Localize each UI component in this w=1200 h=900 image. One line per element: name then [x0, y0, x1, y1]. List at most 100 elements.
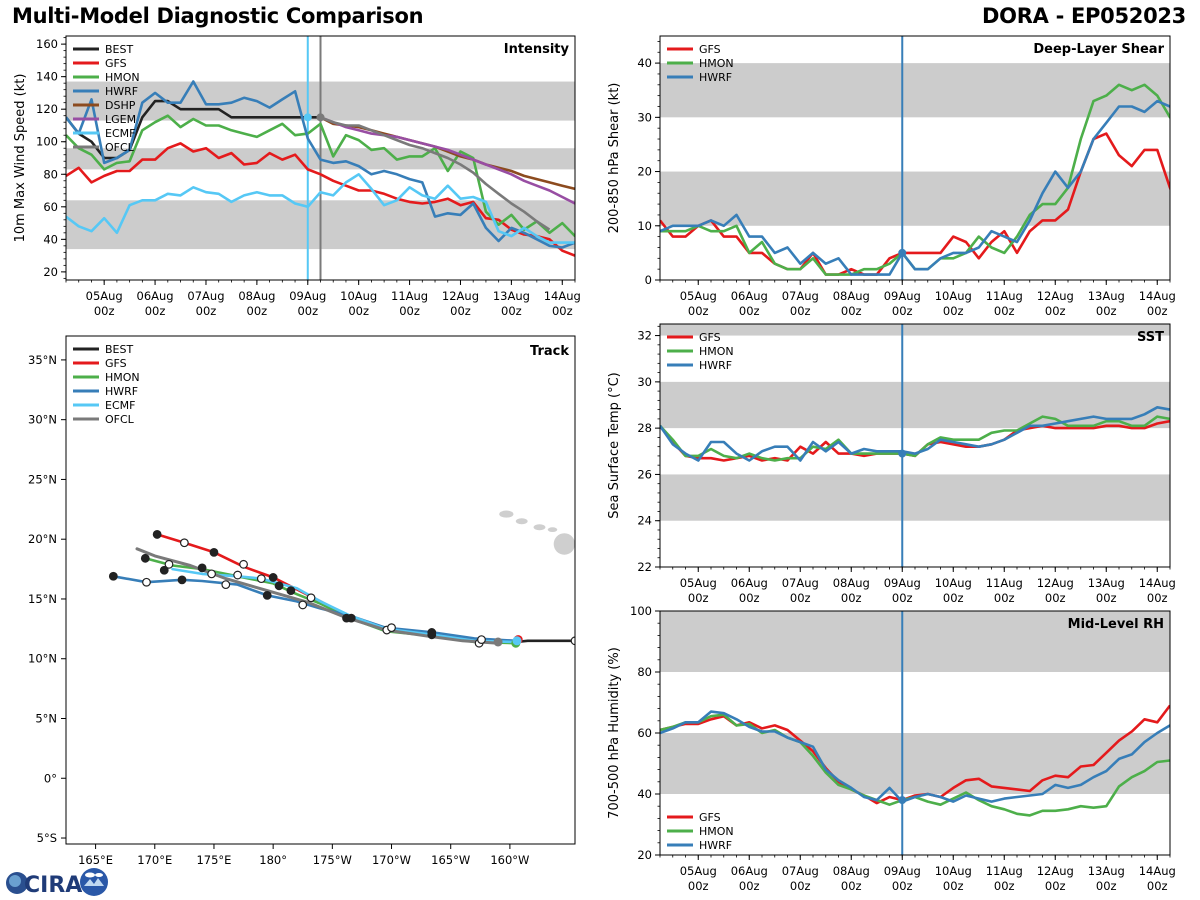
x-tick-label-hour: 00z: [688, 591, 709, 605]
current-position-marker: [493, 637, 503, 647]
legend-label-gfs: GFS: [105, 357, 127, 370]
x-tick-label-date: 10Aug: [935, 864, 972, 878]
x-tick-label-date: 14Aug: [1139, 864, 1176, 878]
track-marker-00z: [197, 563, 207, 573]
lat-tick-label: 10°N: [28, 652, 57, 666]
track-marker-00z: [152, 530, 162, 539]
x-tick-label-hour: 00z: [892, 591, 913, 605]
track-marker-12z: [233, 570, 243, 580]
legend-label-hwrf: HWRF: [699, 839, 732, 852]
x-tick-label-date: 13Aug: [1088, 576, 1125, 590]
lat-tick-label: 20°N: [28, 532, 57, 546]
land-hawaii: [533, 524, 546, 531]
legend-label-gfs: GFS: [699, 43, 721, 56]
x-tick-label-date: 08Aug: [833, 576, 870, 590]
legend-label-best: BEST: [105, 43, 133, 56]
x-tick-label-date: 14Aug: [544, 289, 581, 303]
lat-tick-label: 25°N: [28, 472, 57, 486]
track-marker-12z: [256, 574, 266, 584]
x-tick-label-hour: 00z: [1045, 879, 1066, 893]
y-tick-label: 22: [637, 560, 652, 574]
x-tick-label-hour: 00z: [1147, 591, 1168, 605]
x-tick-label-hour: 00z: [1045, 304, 1066, 318]
plot-area: [66, 36, 575, 280]
x-tick-label-date: 12Aug: [442, 289, 479, 303]
y-tick-label: 100: [630, 604, 652, 618]
track-marker-00z: [346, 613, 356, 623]
x-tick-label-hour: 00z: [688, 304, 709, 318]
x-tick-label-hour: 00z: [790, 879, 811, 893]
land-hawaii: [515, 518, 528, 525]
x-tick-label-date: 14Aug: [1139, 576, 1176, 590]
x-tick-label-hour: 00z: [994, 879, 1015, 893]
x-tick-label-date: 06Aug: [731, 864, 768, 878]
track-marker-12z: [477, 635, 486, 645]
init-marker: [898, 449, 907, 458]
x-tick-label-date: 08Aug: [833, 864, 870, 878]
track-marker-12z: [298, 600, 308, 610]
track-marker-12z: [164, 559, 174, 569]
legend-label-ecmf: ECMF: [105, 399, 135, 412]
track-line-ofcl: [135, 547, 500, 645]
y-tick-label: 24: [637, 514, 652, 528]
track-line-ecmf: [171, 567, 518, 644]
y-tick-label: 20: [637, 848, 652, 862]
map-area: [108, 510, 575, 648]
panel-title: SST: [1137, 330, 1164, 345]
x-tick-label-hour: 00z: [943, 879, 964, 893]
series-line-hwrf: [660, 99, 1170, 276]
track-marker-00z: [427, 628, 437, 637]
cloud-badge-icon: [80, 868, 108, 896]
series-line-hmon: [660, 415, 1170, 462]
series-line-hwrf: [660, 405, 1170, 462]
panel-sst: 22242628303205Aug00z06Aug00z07Aug00z08Au…: [607, 323, 1176, 605]
plot-area: [660, 324, 1170, 567]
threshold-band: [660, 63, 1170, 118]
lat-tick-label: 5°S: [37, 831, 57, 845]
init-marker: [303, 113, 312, 122]
track-marker-00z: [108, 571, 118, 581]
x-tick-label-hour: 00z: [552, 304, 573, 318]
lon-tick-label: 170°E: [137, 853, 172, 867]
panel-title: Mid-Level RH: [1068, 617, 1164, 632]
x-tick-label-hour: 00z: [994, 591, 1015, 605]
panel-shear: 01020304005Aug00z06Aug00z07Aug00z08Aug00…: [607, 35, 1176, 318]
x-tick-label-date: 12Aug: [1037, 864, 1074, 878]
x-tick-label-date: 11Aug: [986, 289, 1023, 303]
x-tick-label-hour: 00z: [247, 304, 268, 318]
x-tick-label-date: 07Aug: [782, 864, 819, 878]
x-tick-label-hour: 00z: [1096, 591, 1117, 605]
track-marker-00z: [140, 553, 150, 563]
land-hawaii: [553, 533, 575, 555]
y-tick-label: 32: [637, 329, 652, 343]
y-tick-label: 20: [637, 165, 652, 179]
x-tick-label-date: 07Aug: [187, 289, 224, 303]
track-marker-00z: [209, 547, 219, 557]
lat-tick-label: 0°: [44, 771, 57, 785]
y-tick-label: 28: [637, 421, 652, 435]
mountain-shape: [84, 878, 104, 886]
x-tick-label-hour: 00z: [94, 304, 115, 318]
x-tick-label-hour: 00z: [892, 879, 913, 893]
lon-tick-label: 180°: [259, 853, 287, 867]
x-tick-label-date: 05Aug: [680, 576, 717, 590]
legend-label-hwrf: HWRF: [105, 385, 138, 398]
x-tick-label-date: 11Aug: [986, 576, 1023, 590]
lon-tick-label: 160°W: [490, 853, 529, 867]
x-tick-label-date: 12Aug: [1037, 289, 1074, 303]
x-tick-label-hour: 00z: [841, 879, 862, 893]
legend-label-ofcl: OFCL: [105, 141, 135, 154]
x-tick-label-hour: 00z: [1147, 304, 1168, 318]
x-tick-label-date: 10Aug: [935, 289, 972, 303]
x-tick-label-hour: 00z: [145, 304, 166, 318]
y-axis-label: 700-500 hPa Humidity (%): [607, 647, 622, 819]
legend-label-hmon: HMON: [105, 71, 140, 84]
y-tick-label: 160: [36, 37, 58, 51]
y-tick-label: 40: [43, 232, 58, 246]
series-line-best: [66, 99, 321, 160]
y-tick-label: 60: [637, 726, 652, 740]
